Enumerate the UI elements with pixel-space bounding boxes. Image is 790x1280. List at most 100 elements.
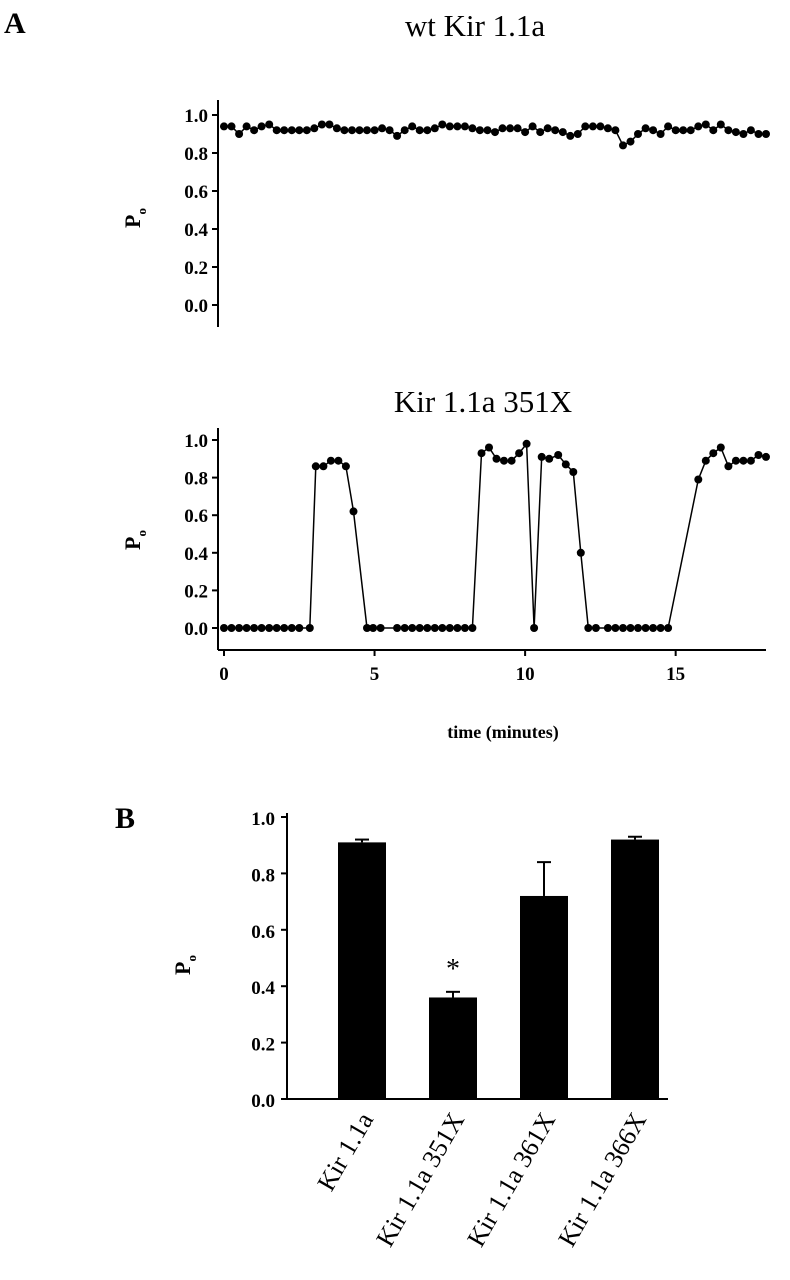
chart-wt-data-point: [453, 122, 462, 131]
chart-wt-y-axis-label: Po: [120, 208, 149, 228]
chart-wt-data-point: [423, 126, 432, 135]
chart-351x-data-point: [701, 456, 710, 465]
chart-351x-data-point: [334, 456, 343, 465]
chart-351x-data-point: [319, 462, 328, 471]
chart-wt-data-point: [626, 137, 635, 146]
chart-wt-data-point: [701, 120, 710, 129]
chart-351x-data-point: [468, 624, 477, 632]
chart-po-bars: Po 0.0 0.2 0.4 0.6 0.8 1.0 Kir 1.1a * Kir 1.1a …: [170, 809, 668, 1251]
chart-351x-data-point: [619, 624, 627, 632]
chart-wt-data-point: [641, 124, 650, 133]
chart-351x-data-point: [492, 454, 501, 463]
chart-wt-data-point: [317, 120, 326, 129]
chart-bars-y-axis-label: Po: [170, 955, 199, 975]
chart-wt-data-point: [664, 122, 673, 131]
chart-wt-data-point: [272, 126, 281, 135]
chart-wt-data-point: [611, 126, 620, 135]
chart-bars-y-tick-label: 1.0: [251, 809, 275, 830]
chart-351x-data-point: [227, 624, 236, 632]
chart-wt-title: wt Kir 1.1a: [405, 8, 546, 43]
chart-351x-data-point: [515, 449, 524, 458]
chart-351x-data-point: [591, 624, 600, 632]
chart-wt-data-point: [355, 126, 364, 135]
chart-wt-data-point: [265, 120, 274, 129]
chart-351x-x-tick-label: 15: [666, 664, 685, 685]
chart-351x-data-point: [507, 456, 516, 465]
chart-351x-data-point: [453, 624, 462, 632]
chart-wt-data-point: [679, 126, 688, 135]
chart-wt-data-point: [332, 124, 341, 133]
chart-bars-y-tick-label: 0.6: [251, 922, 275, 943]
chart-bars-category-label: Kir 1.1a: [311, 1107, 379, 1196]
chart-bars-y-tick-label: 0.0: [251, 1091, 275, 1112]
chart-351x-data-point: [754, 451, 763, 459]
chart-351x-data-point: [445, 624, 454, 632]
chart-wt-data-point: [385, 126, 394, 135]
chart-351x-data-point: [649, 624, 658, 632]
chart-351x-data-point: [611, 624, 620, 632]
chart-wt-data-point: [491, 128, 499, 137]
svg-text:Po: Po: [120, 208, 149, 228]
svg-text:Po: Po: [120, 530, 149, 550]
chart-351x-data-point: [731, 456, 740, 465]
chart-wt-data-point: [634, 130, 642, 138]
chart-wt-data-point: [746, 126, 755, 135]
chart-wt-data-point: [686, 126, 695, 135]
chart-351x-data-point: [287, 624, 296, 632]
chart-wt-axes: 0.0 0.2 0.4 0.6 0.8 1.0: [184, 100, 219, 327]
chart-bars-ylabel: P: [170, 962, 195, 975]
chart-351x-y-tick-label: 1.0: [184, 431, 208, 452]
chart-bars-ylabel-sub: o: [184, 955, 199, 962]
panel-a-letter: A: [4, 7, 26, 40]
chart-wt-data-point: [649, 126, 658, 135]
chart-wt-data-point: [340, 126, 349, 135]
chart-wt-data-point: [724, 126, 733, 135]
chart-wt-y-tick-label: 0.2: [184, 258, 208, 279]
chart-wt-ylabel: P: [120, 215, 145, 228]
chart-351x-data-point: [265, 624, 274, 632]
chart-351x-data-point: [326, 456, 335, 465]
chart-351x-y-axis-label: Po: [120, 530, 149, 550]
chart-bars-bar: [429, 997, 477, 1099]
chart-wt-data-point: [671, 126, 680, 135]
svg-text:Po: Po: [170, 955, 199, 975]
chart-351x-data-point: [305, 624, 314, 632]
chart-351x-data-point: [716, 443, 725, 452]
chart-351x-data-point: [460, 624, 469, 632]
chart-351x-data-point: [341, 462, 350, 471]
chart-wt-data-point: [694, 122, 703, 131]
chart-351x-data-point: [724, 462, 733, 471]
chart-351x-data-point: [576, 548, 585, 557]
chart-351x-data-point: [280, 624, 289, 632]
chart-351x-data-point: [746, 456, 755, 465]
chart-351x-data-point: [400, 624, 409, 632]
chart-wt-data-point: [551, 126, 560, 135]
chart-351x-data-point: [500, 456, 508, 465]
chart-wt-data-point: [603, 124, 612, 133]
chart-wt-data-point: [468, 124, 477, 133]
chart-wt-data-point: [348, 126, 356, 135]
chart-351x-ylabel-sub: o: [134, 530, 149, 537]
chart-wt-data-point: [498, 124, 507, 133]
chart-wt-data-point: [295, 126, 304, 135]
chart-wt-data-point: [528, 122, 537, 131]
chart-wt-data-point: [302, 126, 311, 135]
chart-wt-y-tick-label: 1.0: [184, 106, 208, 127]
chart-351x-data-point: [349, 507, 358, 516]
chart-wt-data-point: [378, 124, 387, 133]
chart-wt-series: [220, 120, 770, 150]
chart-351x-data-point: [561, 460, 570, 469]
chart-wt-y-tick-label: 0.8: [184, 144, 208, 165]
chart-wt-data-point: [370, 126, 379, 135]
chart-bars-category-label: Kir 1.1a 351X: [370, 1107, 470, 1251]
chart-351x-ylabel: P: [120, 537, 145, 550]
chart-wt-data-point: [363, 126, 371, 135]
chart-351x-data-point: [537, 452, 546, 461]
chart-bars-bar: [611, 839, 659, 1099]
chart-wt-data-point: [521, 128, 530, 137]
chart-bars-significance-marker: *: [446, 954, 460, 985]
chart-351x-series-line: [224, 441, 767, 629]
chart-351x-axes: 0.0 0.2 0.4 0.6 0.8 1.0 0 5 10 15: [184, 428, 766, 685]
